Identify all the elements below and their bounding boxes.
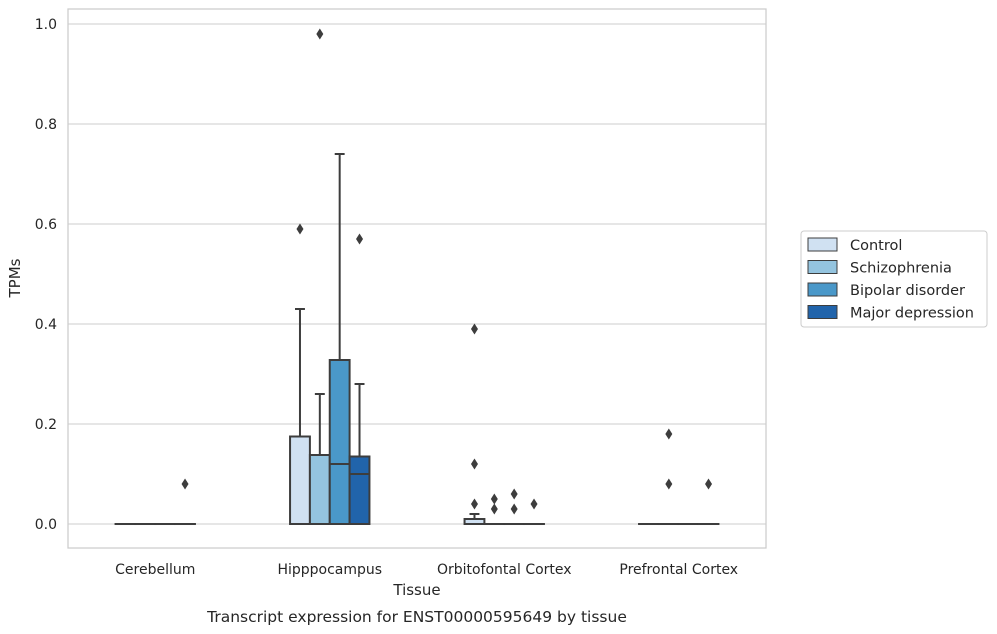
x-tick-label: Orbitofontal Cortex (437, 562, 572, 578)
outlier-point (665, 428, 673, 440)
x-axis-label: Tissue (392, 581, 440, 599)
outlier-point (470, 323, 478, 335)
outlier-point (490, 503, 498, 515)
box (289, 435, 311, 525)
y-axis-label: TPMs (6, 258, 24, 298)
y-tick-labels: 0.0 0.2 0.4 0.6 0.8 1.0 (35, 17, 57, 533)
box-group (463, 323, 486, 525)
outlier-point (490, 493, 498, 505)
box-group (348, 233, 371, 525)
legend-label: Major depression (850, 306, 974, 322)
outlier-point (356, 233, 364, 245)
box-groups (114, 28, 720, 526)
box-group (503, 488, 526, 526)
box-group (328, 153, 351, 525)
legend: Control Schizophrenia Bipolar disorder Majo… (800, 230, 988, 328)
box (308, 454, 331, 525)
legend-label: Control (850, 238, 902, 254)
box-group (308, 28, 331, 525)
legend-swatch (807, 260, 838, 274)
outlier-point (316, 28, 324, 40)
y-tick-label: 0.4 (35, 317, 57, 333)
outlier-point (510, 503, 518, 515)
box (348, 455, 371, 525)
box (328, 359, 351, 525)
outlier-point (530, 498, 538, 510)
x-tick-label: Prefrontal Cortex (619, 562, 738, 578)
box-group (697, 478, 720, 526)
legend-swatch (807, 282, 838, 297)
outlier-point (181, 478, 189, 490)
box-group (483, 493, 506, 526)
outlier-point (665, 478, 673, 490)
legend-frame (800, 230, 988, 328)
outlier-point (470, 498, 478, 510)
box-group (523, 498, 545, 526)
outlier-point (705, 478, 713, 490)
y-tick-label: 0.0 (35, 517, 57, 533)
x-tick-label: Hipppocampus (277, 562, 382, 578)
box-group (289, 223, 311, 525)
legend-swatch (807, 305, 838, 319)
box-group (174, 478, 196, 526)
gridlines (68, 23, 766, 525)
box-group (657, 428, 680, 526)
outlier-point (470, 458, 478, 470)
outlier-point (510, 488, 518, 500)
y-tick-label: 0.8 (35, 117, 57, 133)
chart-caption: Transcript expression for ENST0000059564… (206, 608, 627, 626)
outlier-point (296, 223, 304, 235)
plot-area-frame (67, 8, 767, 549)
legend-label: Schizophrenia (850, 261, 952, 277)
x-tick-labels: Cerebellum Hipppocampus Orbitofontal Corte… (115, 562, 738, 578)
x-tick-label: Cerebellum (115, 562, 195, 578)
legend-label: Bipolar disorder (850, 283, 965, 299)
y-tick-label: 1.0 (35, 17, 57, 33)
legend-swatch (807, 237, 838, 252)
y-tick-label: 0.6 (35, 217, 57, 233)
y-tick-label: 0.2 (35, 417, 57, 433)
